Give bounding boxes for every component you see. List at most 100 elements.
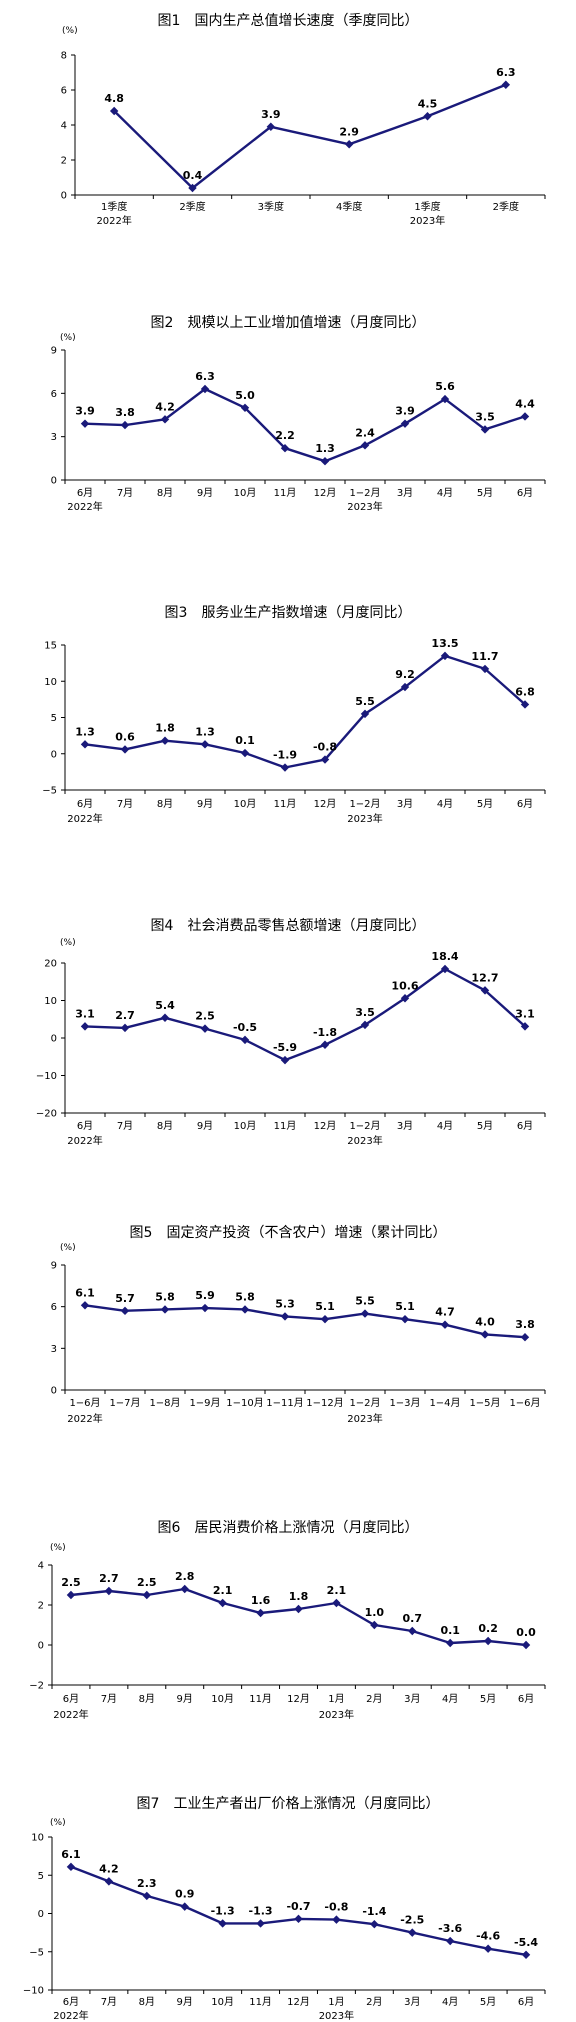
unit-label: (%) bbox=[60, 1243, 76, 1253]
data-point bbox=[360, 1309, 370, 1318]
data-label: 5.7 bbox=[115, 1292, 135, 1305]
data-point bbox=[360, 709, 370, 719]
x-tick-label: 10月 bbox=[211, 1693, 234, 1705]
data-label: 2.1 bbox=[327, 1584, 347, 1597]
x-tick-label: 7月 bbox=[117, 1120, 133, 1132]
year-label: 2022年 bbox=[96, 214, 131, 227]
data-point bbox=[344, 140, 354, 149]
year-label: 2022年 bbox=[67, 812, 102, 825]
data-label: 6.3 bbox=[496, 66, 516, 79]
data-point bbox=[332, 1915, 341, 1924]
y-tick-label: 0 bbox=[38, 1641, 44, 1652]
data-label: 2.8 bbox=[175, 1570, 195, 1583]
data-label: 5.1 bbox=[315, 1300, 335, 1313]
data-point bbox=[120, 1306, 130, 1316]
data-point bbox=[256, 1919, 265, 1928]
x-tick-label: 9月 bbox=[197, 798, 213, 810]
x-tick-label: 10月 bbox=[234, 1120, 257, 1132]
x-tick-label: 6月 bbox=[77, 1120, 93, 1132]
data-point bbox=[320, 1314, 330, 1324]
data-point bbox=[400, 1314, 410, 1324]
x-tick-label: 3月 bbox=[397, 487, 413, 499]
data-label: 3.5 bbox=[355, 1006, 375, 1019]
data-label: -0.5 bbox=[233, 1021, 257, 1034]
data-point bbox=[332, 1598, 341, 1608]
unit-label: (%) bbox=[50, 1543, 66, 1553]
data-label: 9.2 bbox=[395, 668, 415, 681]
y-tick-label: 0 bbox=[51, 1386, 57, 1397]
data-point bbox=[109, 106, 119, 116]
data-point bbox=[360, 441, 370, 450]
data-label: 4.7 bbox=[435, 1306, 455, 1319]
data-point bbox=[480, 425, 490, 434]
x-tick-label: 6月 bbox=[517, 487, 533, 499]
data-point bbox=[440, 394, 450, 404]
data-point bbox=[240, 1305, 250, 1314]
x-tick-label: 1−10月 bbox=[226, 1397, 263, 1409]
data-point bbox=[480, 1330, 490, 1339]
data-label: 2.7 bbox=[115, 1009, 135, 1022]
data-label: 4.8 bbox=[104, 92, 124, 105]
x-tick-label: 8月 bbox=[157, 798, 173, 810]
x-tick-label: 1季度 bbox=[414, 200, 440, 213]
data-point bbox=[280, 1055, 290, 1065]
data-point bbox=[370, 1620, 379, 1630]
data-label: 5.6 bbox=[435, 380, 455, 393]
unit-label: (%) bbox=[50, 1818, 66, 1828]
x-tick-label: 5月 bbox=[480, 1693, 496, 1705]
x-tick-label: 11月 bbox=[274, 798, 297, 810]
x-tick-label: 8月 bbox=[139, 1693, 155, 1705]
x-tick-label: 4月 bbox=[442, 1693, 458, 1705]
y-tick-label: 0 bbox=[51, 1034, 57, 1045]
data-point bbox=[408, 1928, 417, 1937]
x-tick-label: 12月 bbox=[314, 798, 337, 810]
data-label: 4.0 bbox=[475, 1315, 495, 1328]
data-label: 2.3 bbox=[137, 1877, 157, 1890]
x-tick-label: 5月 bbox=[480, 1996, 496, 2008]
data-point bbox=[200, 1024, 210, 1033]
data-label: 5.8 bbox=[235, 1290, 255, 1303]
x-tick-label: 10月 bbox=[234, 798, 257, 810]
x-tick-label: 6月 bbox=[518, 1693, 534, 1705]
x-tick-label: 10月 bbox=[234, 487, 257, 499]
x-tick-label: 6月 bbox=[63, 1996, 79, 2008]
chart-service-production-index: 图3 服务业生产指数增速（月度同比） −5 0 5 10 15 6月 2022年 7月 8月 9月 1… bbox=[0, 590, 576, 840]
x-tick-label: 8月 bbox=[139, 1996, 155, 2008]
data-point bbox=[200, 384, 210, 394]
data-point bbox=[280, 763, 290, 772]
x-tick-label: 1月 bbox=[328, 1996, 344, 2008]
x-tick-label: 11月 bbox=[249, 1693, 272, 1705]
x-tick-label: 9月 bbox=[197, 487, 213, 499]
x-tick-label: 4月 bbox=[437, 1120, 453, 1132]
data-label: 3.9 bbox=[75, 405, 95, 418]
data-label: -5.9 bbox=[273, 1041, 297, 1054]
data-point bbox=[480, 986, 490, 995]
x-tick-label: 6月 bbox=[77, 487, 93, 499]
data-point bbox=[66, 1590, 76, 1600]
y-tick-label: 3 bbox=[51, 432, 57, 443]
x-tick-label: 12月 bbox=[314, 1120, 337, 1132]
data-point bbox=[240, 403, 250, 412]
data-point bbox=[521, 1640, 531, 1650]
y-tick-label: 5 bbox=[38, 1871, 44, 1882]
data-point bbox=[408, 1626, 417, 1636]
x-tick-label: 1−8月 bbox=[149, 1397, 180, 1409]
data-point bbox=[218, 1919, 227, 1928]
x-tick-label: 3月 bbox=[397, 798, 413, 810]
data-label: 4.2 bbox=[155, 400, 175, 413]
x-tick-label: 1−2月 bbox=[349, 798, 380, 810]
data-label: 6.1 bbox=[61, 1848, 81, 1861]
data-point bbox=[104, 1586, 114, 1596]
data-point bbox=[80, 740, 90, 749]
data-label: 6.3 bbox=[195, 370, 215, 383]
data-label: 2.7 bbox=[99, 1572, 119, 1585]
data-label: 1.3 bbox=[195, 725, 215, 738]
x-tick-label: 1月 bbox=[328, 1693, 344, 1705]
data-point bbox=[520, 1333, 530, 1342]
x-tick-label: 6月 bbox=[63, 1693, 79, 1705]
year-label: 2023年 bbox=[410, 214, 445, 227]
data-label: 0.7 bbox=[403, 1612, 423, 1625]
data-label: 2.9 bbox=[339, 125, 359, 138]
chart-gdp-growth: 图1 国内生产总值增长速度（季度同比） (%) 0 2 4 6 8 1季度 2022年 2季度 3季… bbox=[0, 0, 576, 230]
